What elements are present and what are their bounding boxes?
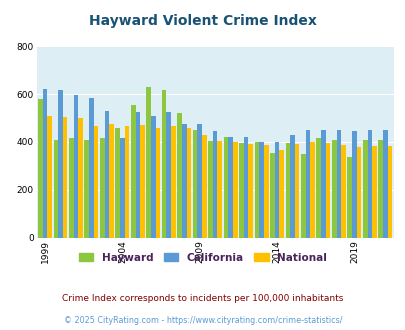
Bar bbox=[89, 98, 94, 238]
Bar bbox=[377, 140, 382, 238]
Bar bbox=[320, 130, 325, 238]
Bar bbox=[356, 147, 360, 238]
Bar bbox=[325, 143, 330, 238]
Bar bbox=[382, 130, 387, 238]
Bar bbox=[290, 135, 294, 238]
Bar bbox=[305, 130, 309, 238]
Bar bbox=[208, 141, 212, 238]
Bar bbox=[300, 154, 305, 238]
Bar bbox=[362, 140, 367, 238]
Bar bbox=[347, 157, 351, 238]
Bar bbox=[197, 124, 202, 238]
Bar bbox=[192, 130, 197, 238]
Bar bbox=[100, 138, 104, 238]
Bar bbox=[294, 144, 299, 238]
Bar bbox=[212, 131, 217, 238]
Bar bbox=[371, 146, 376, 238]
Bar bbox=[243, 137, 248, 238]
Bar bbox=[146, 87, 151, 238]
Bar bbox=[274, 142, 279, 238]
Bar bbox=[279, 150, 284, 238]
Bar bbox=[181, 124, 186, 238]
Bar bbox=[130, 105, 135, 238]
Bar bbox=[140, 125, 145, 238]
Text: Crime Index corresponds to incidents per 100,000 inhabitants: Crime Index corresponds to incidents per… bbox=[62, 294, 343, 303]
Bar bbox=[367, 130, 371, 238]
Legend: Hayward, California, National: Hayward, California, National bbox=[75, 249, 330, 267]
Bar bbox=[115, 127, 120, 238]
Bar bbox=[69, 138, 73, 238]
Bar bbox=[38, 99, 43, 238]
Text: Hayward Violent Crime Index: Hayward Violent Crime Index bbox=[89, 15, 316, 28]
Bar bbox=[166, 112, 171, 238]
Bar bbox=[120, 138, 124, 238]
Bar bbox=[155, 127, 160, 238]
Bar bbox=[248, 144, 252, 238]
Bar bbox=[171, 126, 175, 238]
Bar bbox=[239, 143, 243, 238]
Bar bbox=[331, 140, 336, 238]
Bar bbox=[259, 142, 263, 238]
Bar bbox=[43, 89, 47, 238]
Bar bbox=[316, 138, 320, 238]
Bar bbox=[84, 140, 89, 238]
Bar bbox=[269, 153, 274, 238]
Bar bbox=[254, 142, 259, 238]
Bar bbox=[202, 135, 206, 238]
Bar bbox=[58, 90, 63, 238]
Bar bbox=[186, 127, 191, 238]
Bar bbox=[177, 113, 181, 238]
Bar bbox=[78, 118, 83, 238]
Bar bbox=[228, 137, 232, 238]
Bar bbox=[351, 131, 356, 238]
Bar bbox=[162, 90, 166, 238]
Bar bbox=[94, 126, 98, 238]
Bar bbox=[217, 141, 222, 238]
Bar bbox=[47, 115, 52, 238]
Bar bbox=[104, 111, 109, 238]
Bar bbox=[340, 146, 345, 238]
Bar bbox=[135, 112, 140, 238]
Bar bbox=[73, 95, 78, 238]
Bar bbox=[124, 126, 129, 238]
Bar bbox=[53, 140, 58, 238]
Bar bbox=[309, 142, 314, 238]
Bar bbox=[263, 146, 268, 238]
Text: © 2025 CityRating.com - https://www.cityrating.com/crime-statistics/: © 2025 CityRating.com - https://www.city… bbox=[64, 315, 341, 325]
Bar bbox=[151, 115, 155, 238]
Bar bbox=[387, 146, 391, 238]
Bar bbox=[63, 117, 67, 238]
Bar bbox=[109, 124, 113, 238]
Bar bbox=[223, 137, 228, 238]
Bar bbox=[232, 142, 237, 238]
Bar bbox=[285, 143, 290, 238]
Bar bbox=[336, 130, 340, 238]
